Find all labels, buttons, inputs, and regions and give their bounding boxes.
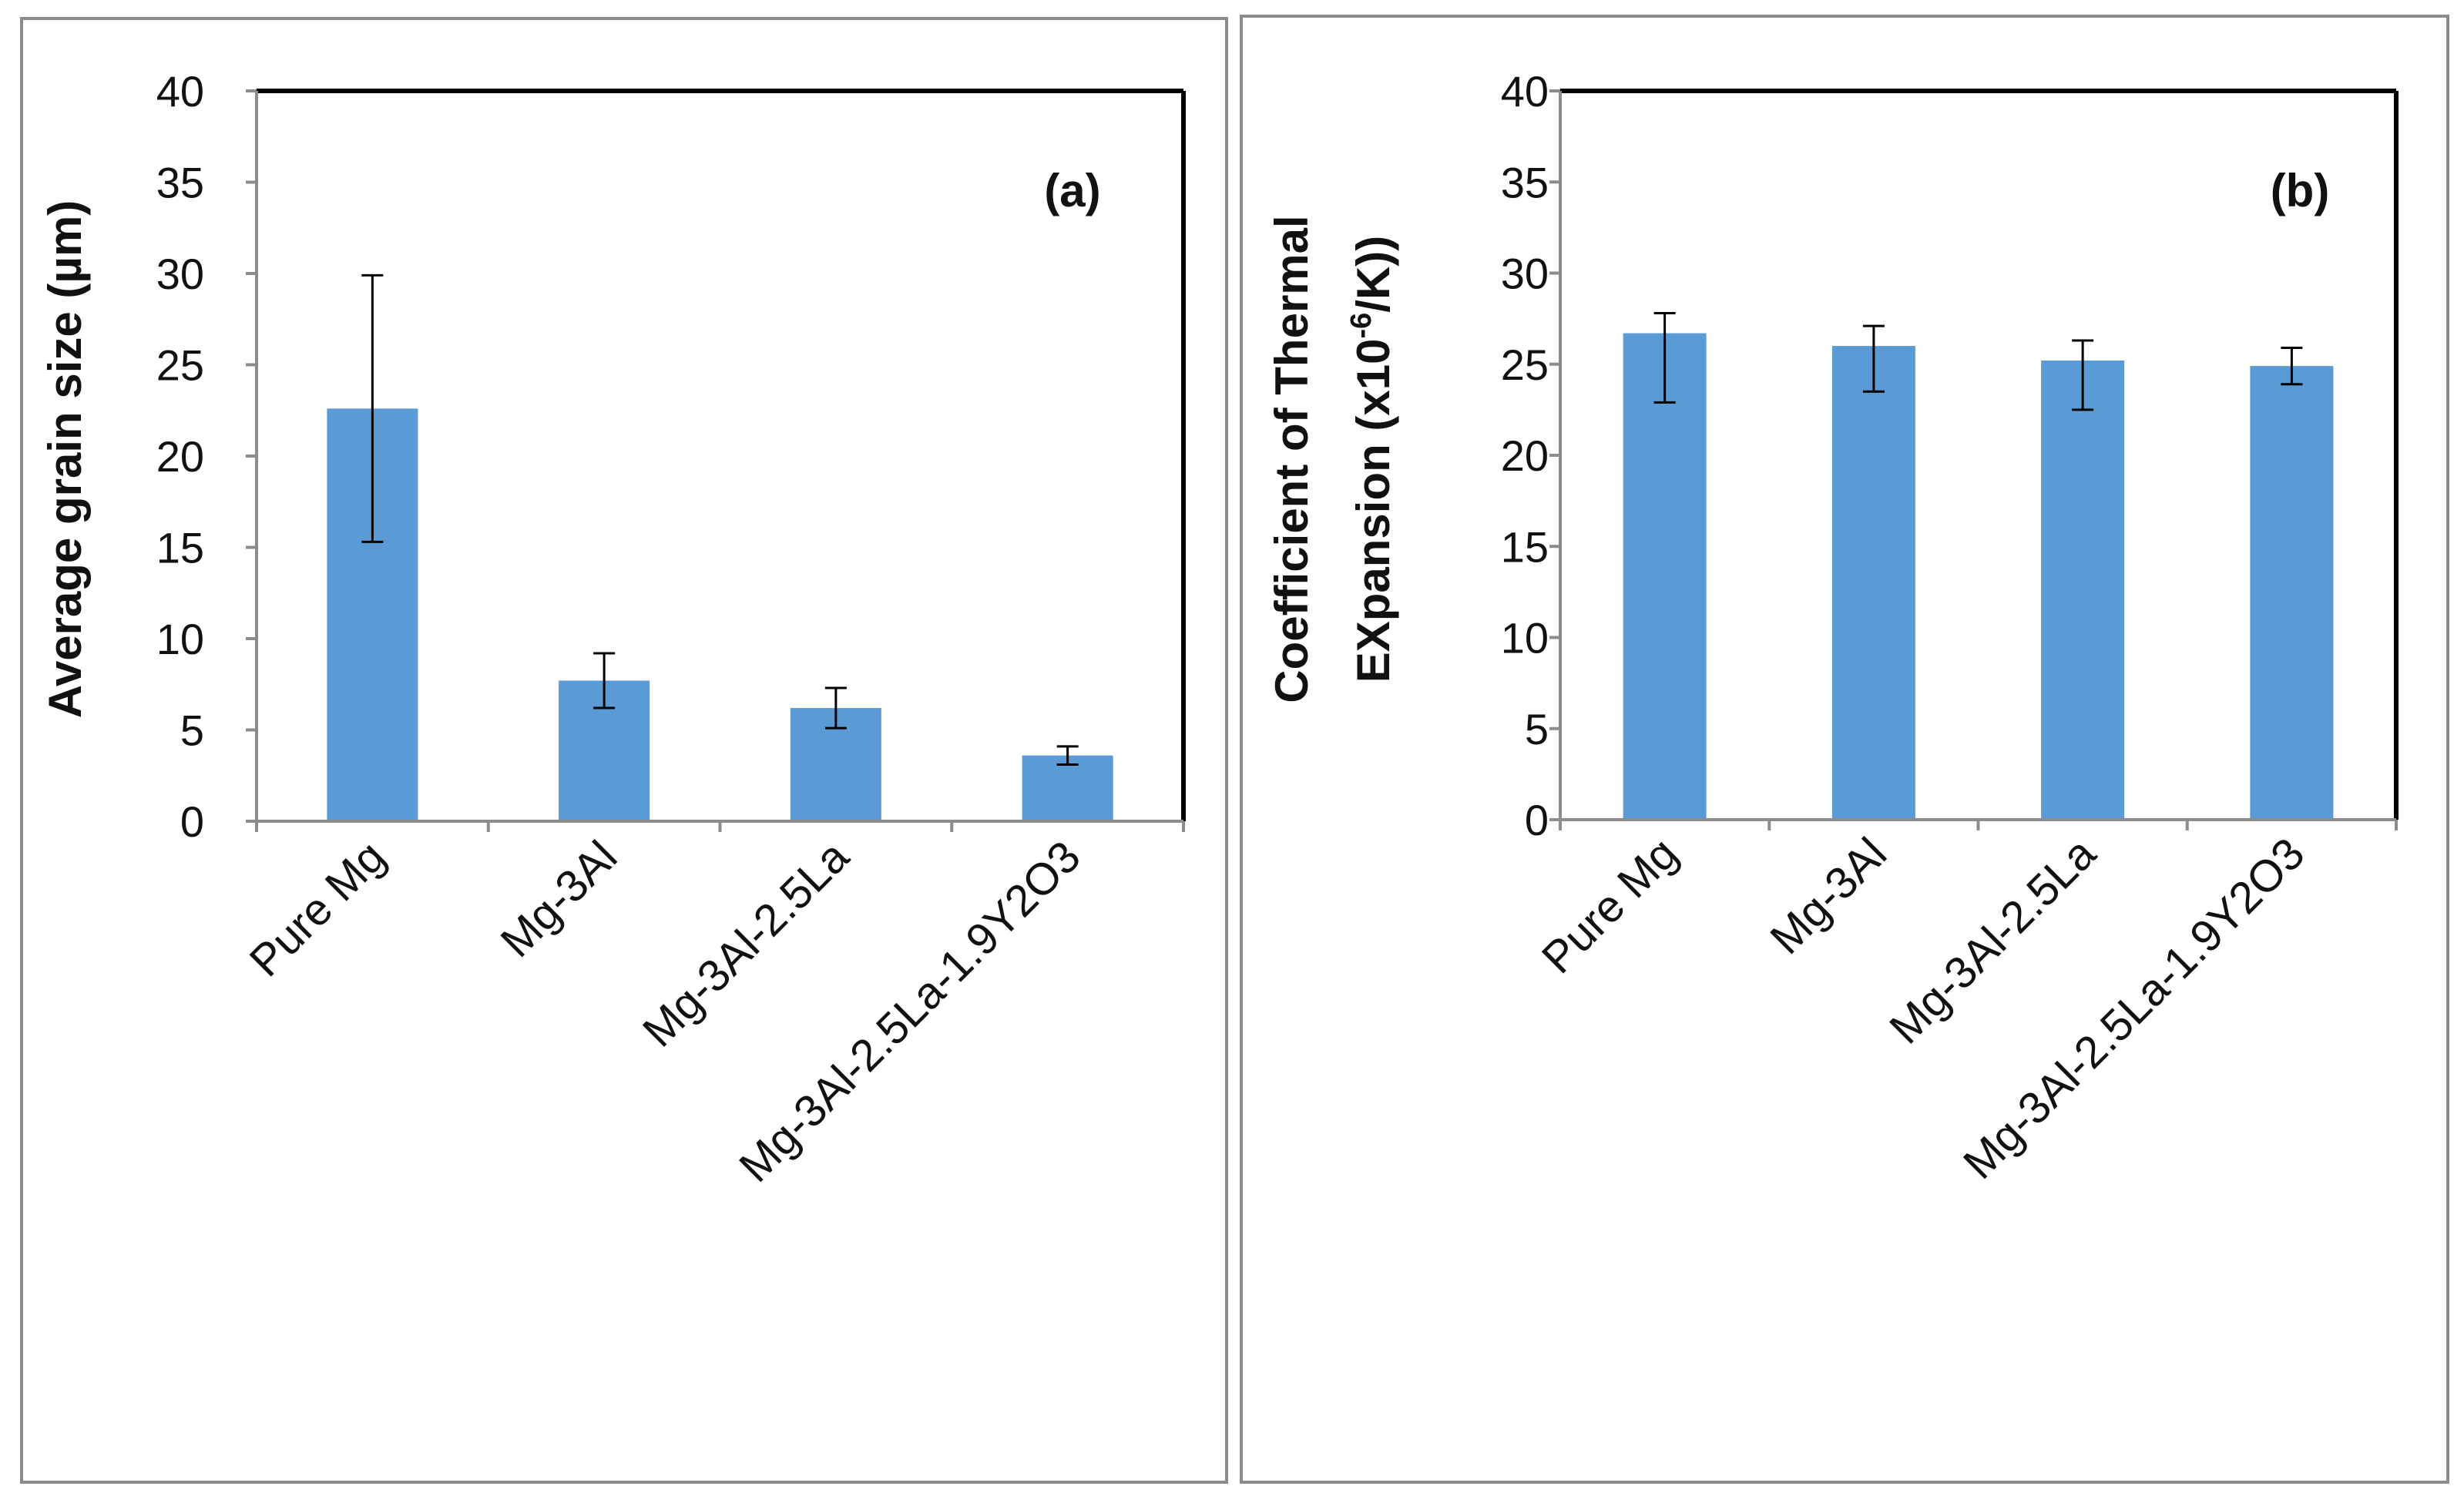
x-category-label-b: Mg-3Al (1761, 828, 1896, 964)
y-tick-label-b: 25 (1501, 341, 1549, 389)
y-tick-label-b: 35 (1501, 158, 1549, 206)
panel-b-frame (1240, 15, 2449, 1484)
y-tick-label-a: 35 (156, 159, 204, 207)
x-category-label-a: Pure Mg (240, 831, 395, 986)
y-axis-title-b-line2: EXpansion (x10-6/K)) (1345, 236, 1399, 683)
y-axis-title-a: Average grain size (µm) (39, 200, 91, 719)
bar-b-2 (2041, 361, 2125, 820)
y-tick-label-a: 0 (180, 797, 204, 846)
y-tick-label-a: 40 (156, 67, 204, 116)
bar-b-1 (1831, 346, 1915, 820)
y-tick-label-a: 10 (156, 615, 204, 663)
panel-label-a: (a) (1044, 165, 1100, 216)
y-tick-label-b: 10 (1501, 614, 1549, 663)
y-tick-label-a: 30 (156, 250, 204, 298)
x-category-label-b: Pure Mg (1532, 828, 1687, 983)
x-category-label-b: Mg-3Al-2.5La (1880, 828, 2106, 1054)
chart-panel-a: 0 5 10 15 20 25 30 35 40 Pure Mg Mg-3Al Mg-3Al-2.5L… (39, 67, 1186, 1192)
y-tick-label-b: 15 (1501, 522, 1549, 571)
y-axis-title-b-prefix: EXpansion (x10 (1348, 338, 1399, 683)
x-category-label-a: Mg-3Al (491, 831, 626, 967)
y-tick-label-b: 20 (1501, 431, 1549, 480)
panel-label-b: (b) (2271, 165, 2330, 216)
bar-a-3 (1022, 755, 1113, 821)
y-tick-label-b: 0 (1525, 796, 1549, 844)
y-axis-title-b-suffix: /K)) (1348, 236, 1399, 313)
y-axis-title-b-sup: -6 (1345, 313, 1378, 339)
bar-b-3 (2250, 366, 2334, 820)
y-tick-label-a: 20 (156, 432, 204, 481)
y-axis-title-b-line1: Coefficient of Thermal (1266, 215, 1318, 703)
y-tick-label-b: 30 (1501, 250, 1549, 298)
x-category-label-a: Mg-3Al-2.5La (633, 831, 859, 1057)
panel-a-frame (20, 17, 1228, 1484)
y-tick-label-b: 40 (1501, 67, 1549, 116)
y-tick-label-a: 5 (180, 706, 204, 755)
bar-b-0 (1623, 333, 1707, 820)
y-tick-label-b: 5 (1525, 705, 1549, 753)
y-tick-label-a: 25 (156, 341, 204, 390)
y-tick-label-a: 15 (156, 524, 204, 572)
x-category-label-b: Mg-3Al-2.5La-1.9Y2O3 (1954, 828, 2315, 1189)
